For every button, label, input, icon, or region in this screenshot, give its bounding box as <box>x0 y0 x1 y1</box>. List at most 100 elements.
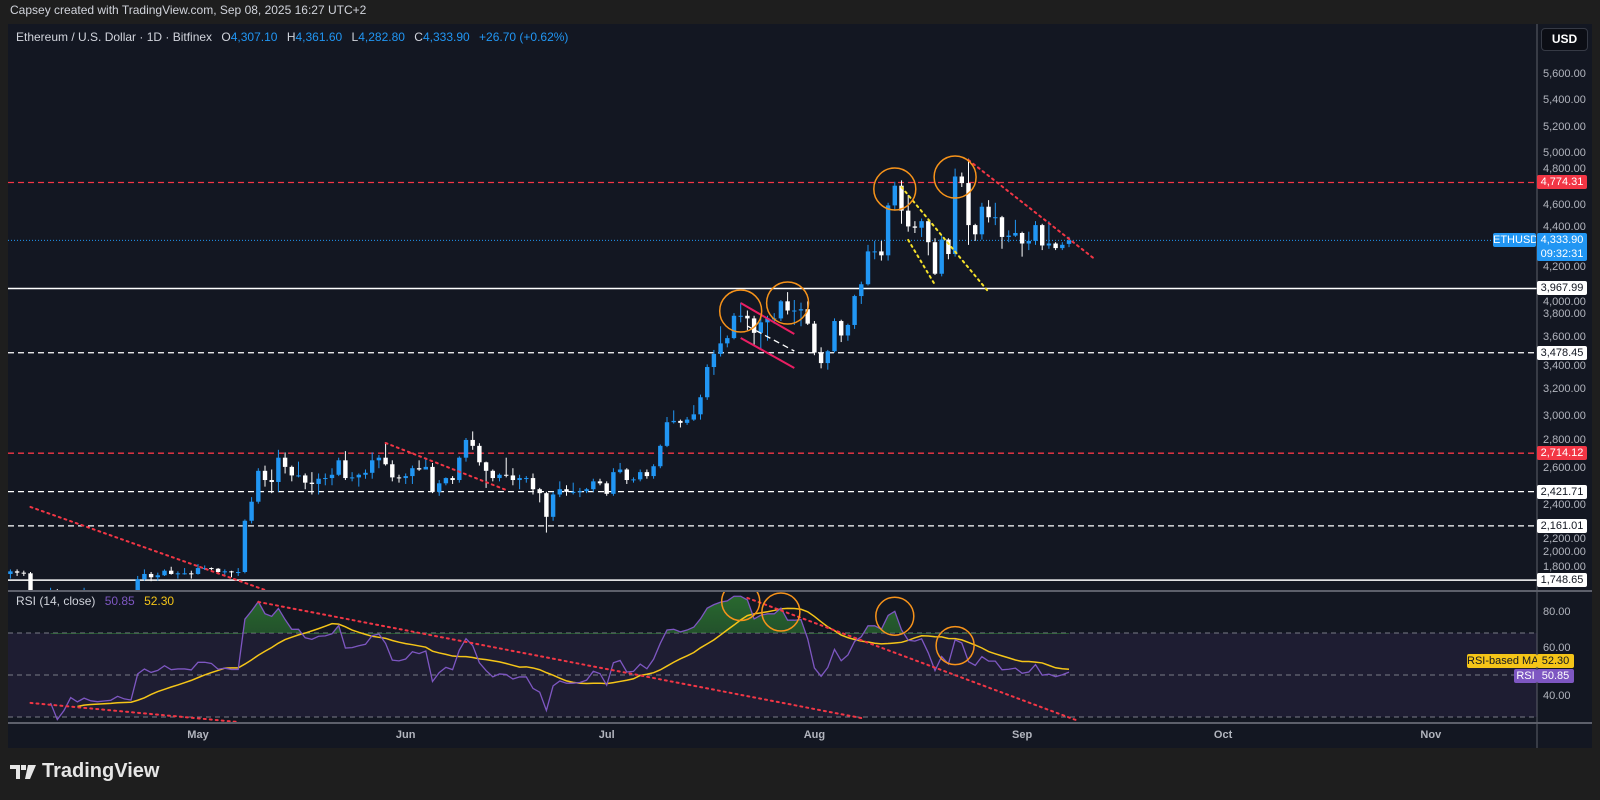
candle-body <box>865 251 871 285</box>
currency-button[interactable]: USD <box>1541 28 1588 51</box>
trendline-drawing[interactable] <box>384 441 508 492</box>
price-level-label: 2,161.01 <box>1537 518 1587 533</box>
candle <box>470 431 475 450</box>
candle <box>195 564 201 575</box>
trendline-drawing[interactable] <box>740 302 795 335</box>
candle <box>524 476 529 483</box>
candle <box>664 416 670 448</box>
candle <box>705 364 710 400</box>
candle <box>919 218 924 237</box>
candle-body <box>711 353 717 368</box>
candle-body <box>236 572 241 574</box>
candle <box>859 281 864 304</box>
trendline-drawing[interactable] <box>740 337 795 369</box>
rsi-trendline-drawing[interactable] <box>746 596 1077 721</box>
tradingview-logo[interactable]: TradingView <box>10 760 159 783</box>
price-tick-label: 3,000.00 <box>1543 409 1586 422</box>
candle <box>269 469 274 494</box>
candle <box>778 300 784 322</box>
trendline-drawing[interactable] <box>907 238 936 286</box>
candle-body <box>671 420 676 423</box>
candle-body <box>470 439 475 446</box>
candle-body <box>785 301 790 311</box>
price-level-label: 1,748.65 <box>1537 573 1587 588</box>
candle <box>544 491 549 533</box>
candle-body <box>14 571 20 573</box>
candle <box>296 461 301 478</box>
rsi-trendline-drawing[interactable] <box>29 701 240 722</box>
price-pane[interactable] <box>8 155 1537 628</box>
candle <box>798 302 804 327</box>
circle-drawing[interactable] <box>873 167 917 211</box>
rsi-trendline-drawing[interactable] <box>257 600 863 720</box>
rsi-circle-drawing[interactable] <box>761 592 801 632</box>
candle <box>818 347 824 369</box>
circle-drawing[interactable] <box>765 281 810 325</box>
trendline-drawing[interactable] <box>29 505 266 590</box>
candle-body <box>8 571 13 574</box>
rsi-value-label: 50.85 <box>1537 669 1574 683</box>
candle-body <box>142 573 147 580</box>
time-axis-label: Jun <box>395 729 416 741</box>
rsi-circle-drawing[interactable] <box>935 625 975 666</box>
trendline-drawing[interactable] <box>967 159 1097 261</box>
candle <box>155 572 160 581</box>
candle <box>684 416 690 425</box>
candle-body <box>323 478 328 480</box>
rsi-circle-drawing[interactable] <box>720 583 761 622</box>
candle-body <box>1040 225 1045 246</box>
candle-body <box>979 206 985 235</box>
candle-body <box>195 568 201 574</box>
candle-body <box>758 322 763 333</box>
candle-body <box>986 206 991 218</box>
price-tick-label: 5,200.00 <box>1543 120 1586 133</box>
candle-body <box>430 466 435 492</box>
candle <box>711 349 717 375</box>
candle-body <box>477 445 482 463</box>
candle <box>678 419 683 428</box>
candle-body <box>604 483 609 494</box>
candle <box>316 473 321 495</box>
rsi-line <box>49 595 1070 721</box>
candle <box>135 575 140 590</box>
candle-body <box>242 520 248 573</box>
open-value: 4,307.10 <box>230 30 278 44</box>
candle-body <box>416 468 422 470</box>
circle-drawing[interactable] <box>933 155 977 199</box>
price-level-label: 3,967.99 <box>1537 281 1587 296</box>
candle <box>189 570 194 579</box>
rsi-tick-label: 40.00 <box>1543 690 1571 702</box>
candle-body <box>1019 232 1025 244</box>
candle-body <box>885 205 891 256</box>
candle-body <box>544 493 549 517</box>
candle-body <box>765 318 770 323</box>
circle-drawing[interactable] <box>718 289 763 333</box>
candle <box>885 202 891 261</box>
candle <box>349 472 355 482</box>
candle <box>597 478 603 486</box>
trendline-drawing[interactable] <box>900 186 990 293</box>
candle <box>83 587 85 590</box>
candle-body <box>638 472 643 480</box>
candle <box>1046 221 1052 249</box>
candle-body <box>1046 243 1052 246</box>
candle-body <box>356 474 361 478</box>
candle-body <box>952 176 958 255</box>
candle-body <box>21 572 26 574</box>
candle <box>986 200 991 223</box>
candle <box>932 238 938 276</box>
time-axis-label: Jul <box>598 729 615 741</box>
candle <box>477 443 482 466</box>
candle <box>329 468 335 486</box>
high-value: 4,361.60 <box>295 30 343 44</box>
price-tick-label: 4,200.00 <box>1543 261 1586 274</box>
trendline-drawing[interactable] <box>747 325 795 352</box>
candle-body <box>859 284 864 297</box>
candle <box>952 168 958 257</box>
candle-body <box>202 568 207 570</box>
rsi-pane[interactable] <box>8 583 1537 723</box>
candle <box>336 457 341 477</box>
rsi-circle-drawing[interactable] <box>875 596 915 636</box>
candle-body <box>222 571 227 573</box>
